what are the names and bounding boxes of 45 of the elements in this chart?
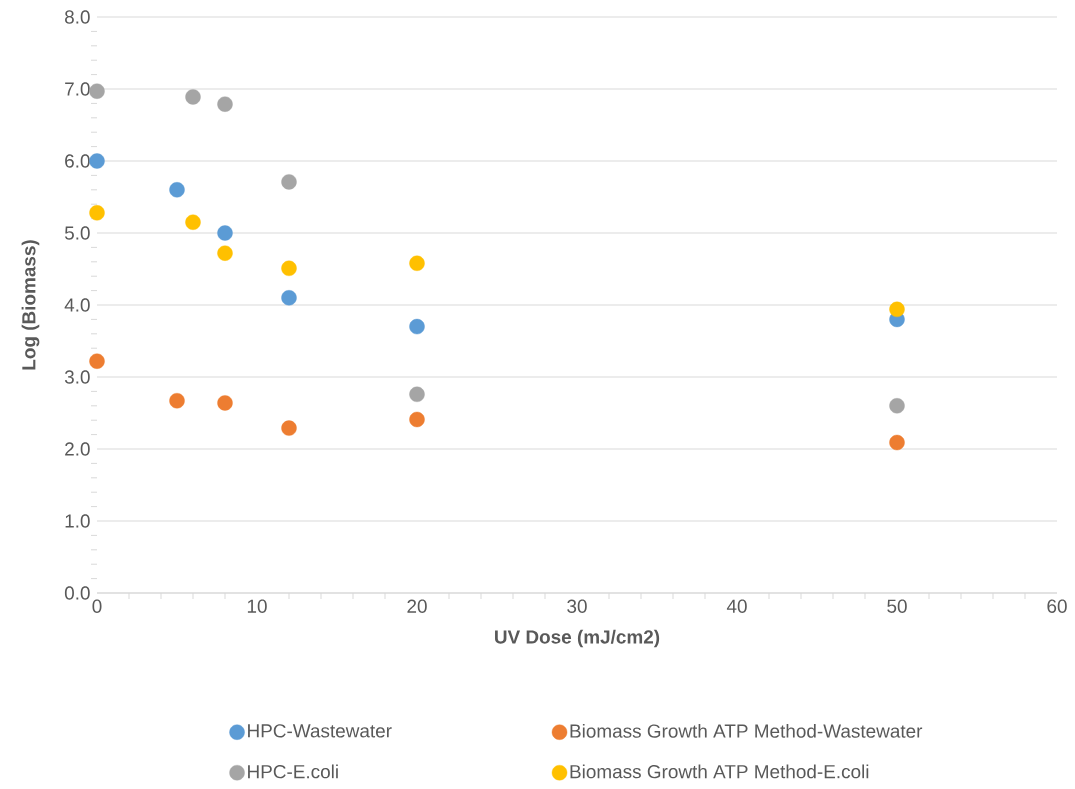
point [281, 290, 297, 306]
x-tick-label: 30 [567, 599, 587, 613]
x-tick-label: 60 [1047, 599, 1067, 613]
legend-label: Biomass Growth ATP Method-Wastewater [570, 723, 923, 738]
x-tick-label: 20 [407, 599, 427, 613]
point [89, 205, 105, 221]
point [89, 153, 105, 169]
point [409, 318, 425, 335]
y-tick-label: 6.0 [65, 154, 90, 168]
point [217, 395, 233, 411]
point [185, 89, 201, 105]
y-tick-label: 0.0 [64, 586, 90, 600]
point [281, 174, 297, 190]
point [217, 245, 233, 261]
y-tick-label: 1.0 [65, 514, 90, 528]
y-tick-label: 3.0 [64, 370, 90, 384]
y-tick-label: 7.0 [65, 82, 90, 96]
point [217, 225, 233, 241]
point [889, 398, 905, 414]
point [409, 255, 425, 271]
point [169, 182, 185, 198]
point [281, 420, 297, 436]
x-tick-label: 40 [726, 599, 747, 613]
y-tick-label: 5.0 [64, 226, 90, 240]
x-tick-label: 0 [92, 599, 102, 613]
point [89, 83, 105, 99]
y-tick-label: 4.0 [64, 298, 90, 312]
y-tick-label: 8.0 [65, 10, 90, 24]
point [281, 260, 297, 276]
point [409, 386, 425, 402]
legend-label: HPC-E.coli [248, 764, 338, 779]
y-tick-label: 2.0 [65, 442, 90, 456]
point [889, 434, 905, 451]
point [889, 301, 905, 318]
x-axis-title: UV Dose (mJ/cm2) [495, 629, 660, 648]
point [89, 353, 105, 369]
x-tick-label: 10 [247, 599, 267, 613]
x-tick-label: 50 [887, 599, 907, 613]
legend-label: Biomass Growth ATP Method-E.coli [570, 764, 869, 779]
y-axis-title: Log (Biomass) [21, 240, 40, 370]
point [217, 96, 233, 112]
point [409, 411, 425, 428]
point [185, 214, 201, 230]
legend-label: HPC-Wastewater [248, 724, 392, 738]
point [169, 393, 185, 409]
